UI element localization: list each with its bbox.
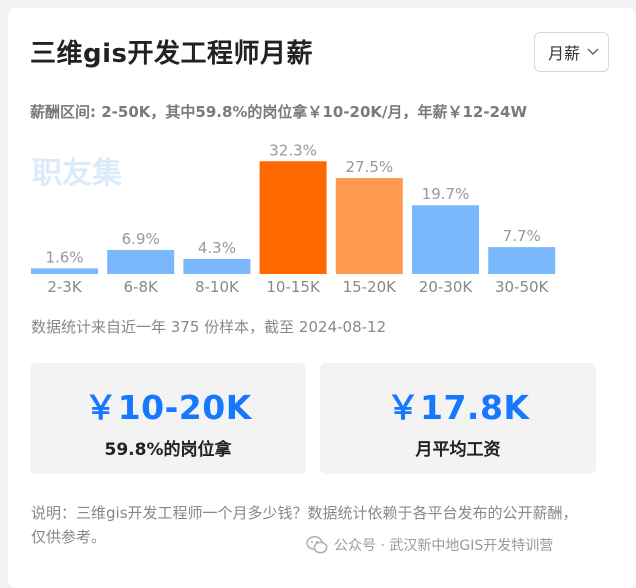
sample-note: 数据统计来自近一年 375 份样本，截至 2024-08-12 <box>31 318 387 336</box>
bar-20-30K <box>412 205 479 274</box>
bar-value-label: 7.7% <box>503 227 541 245</box>
wechat-attribution: 公众号 · 武汉新中地GIS开发特训营 <box>306 535 553 555</box>
period-select[interactable]: 月薪 <box>534 32 609 72</box>
stat-range-value: ￥10-20K <box>84 388 252 427</box>
stat-box-average: ￥17.8K 月平均工资 <box>320 363 596 474</box>
disclaimer-note: 说明：三维gis开发工程师一个月多少钱？数据统计依赖于各平台发布的公开薪酬，仅供… <box>31 504 578 546</box>
salary-card <box>8 8 636 588</box>
category-label: 10-15K <box>266 278 321 296</box>
category-label: 6-8K <box>124 278 159 296</box>
salary-summary: 薪酬区间: 2-50K，其中59.8%的岗位拿￥10-20K/月，年薪￥12-2… <box>30 103 528 121</box>
bar-value-label: 4.3% <box>198 239 236 257</box>
chevron-down-icon <box>587 48 599 56</box>
category-label: 20-30K <box>419 278 474 296</box>
bar-30-50K <box>488 247 556 274</box>
stat-box-range: ￥10-20K 59.8%的岗位拿 <box>30 363 306 474</box>
bar-value-label: 6.9% <box>122 230 160 248</box>
stat-range-label: 59.8%的岗位拿 <box>104 440 232 460</box>
stat-average-value: ￥17.8K <box>386 388 530 427</box>
category-label: 30-50K <box>495 278 550 296</box>
bar-value-label: 32.3% <box>269 141 317 159</box>
bar-6-8K <box>107 249 175 274</box>
period-select-value: 月薪 <box>548 44 581 63</box>
bar-8-10K <box>183 258 251 274</box>
category-label: 2-3K <box>47 278 82 296</box>
wechat-icon <box>306 535 328 554</box>
category-label: 15-20K <box>343 278 398 296</box>
watermark-logo: 职友集 <box>32 156 122 191</box>
bar-15-20K <box>335 178 403 274</box>
salary-distribution-chart: 1.6% 2-3K 6.9% 6-8K 4.3% 8-10K 32.3% 10-15K 27.5… <box>31 141 556 296</box>
page-title: 三维gis开发工程师月薪 <box>30 39 313 69</box>
bar-10-15K <box>259 161 327 274</box>
bar-value-label: 19.7% <box>422 185 470 203</box>
category-label: 8-10K <box>195 278 240 296</box>
bar-value-label: 1.6% <box>45 248 83 266</box>
bar-value-label: 27.5% <box>345 158 393 176</box>
stat-average-label: 月平均工资 <box>415 440 501 460</box>
bar-2-3K <box>31 268 98 274</box>
wechat-account-text: 公众号 · 武汉新中地GIS开发特训营 <box>334 538 554 554</box>
